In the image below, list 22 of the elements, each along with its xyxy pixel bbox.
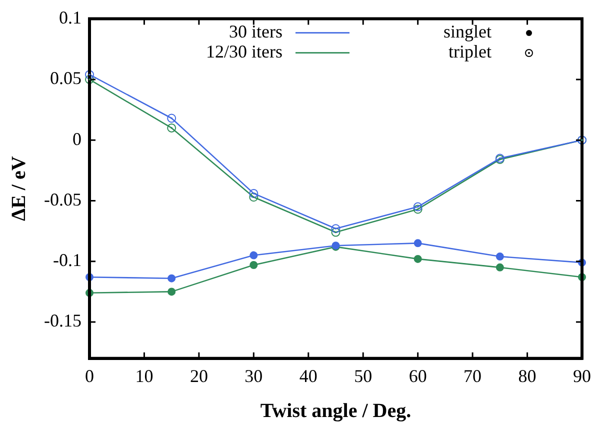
x-tick-label: 20 <box>190 366 208 386</box>
x-tick-label: 50 <box>354 366 372 386</box>
x-tick-label: 80 <box>518 366 536 386</box>
x-tick-label: 90 <box>573 366 591 386</box>
y-tick-label: -0.1 <box>52 250 82 270</box>
x-tick-label: 70 <box>464 366 482 386</box>
x-tick-label: 0 <box>84 366 94 386</box>
x-tick-label: 30 <box>244 366 263 386</box>
y-tick-label: -0.15 <box>44 310 82 331</box>
y-tick-label: 0.1 <box>58 8 82 28</box>
x-axis-title: Twist angle / Deg. <box>260 400 412 422</box>
annotation: singlet <box>443 22 492 42</box>
y-axis-title: ΔE / eV <box>8 156 30 221</box>
x-tick-label: 10 <box>135 366 154 386</box>
x-tick-label: 40 <box>299 366 318 386</box>
y-tick-label: 0.05 <box>50 68 82 88</box>
annotation: triplet <box>448 42 492 62</box>
y-tick-label: 0 <box>72 128 82 149</box>
x-tick-label: 60 <box>408 366 427 386</box>
legend-label: 30 iters <box>228 22 282 42</box>
y-tick-label: -0.05 <box>44 189 82 210</box>
legend-label: 12/30 iters <box>206 42 282 62</box>
